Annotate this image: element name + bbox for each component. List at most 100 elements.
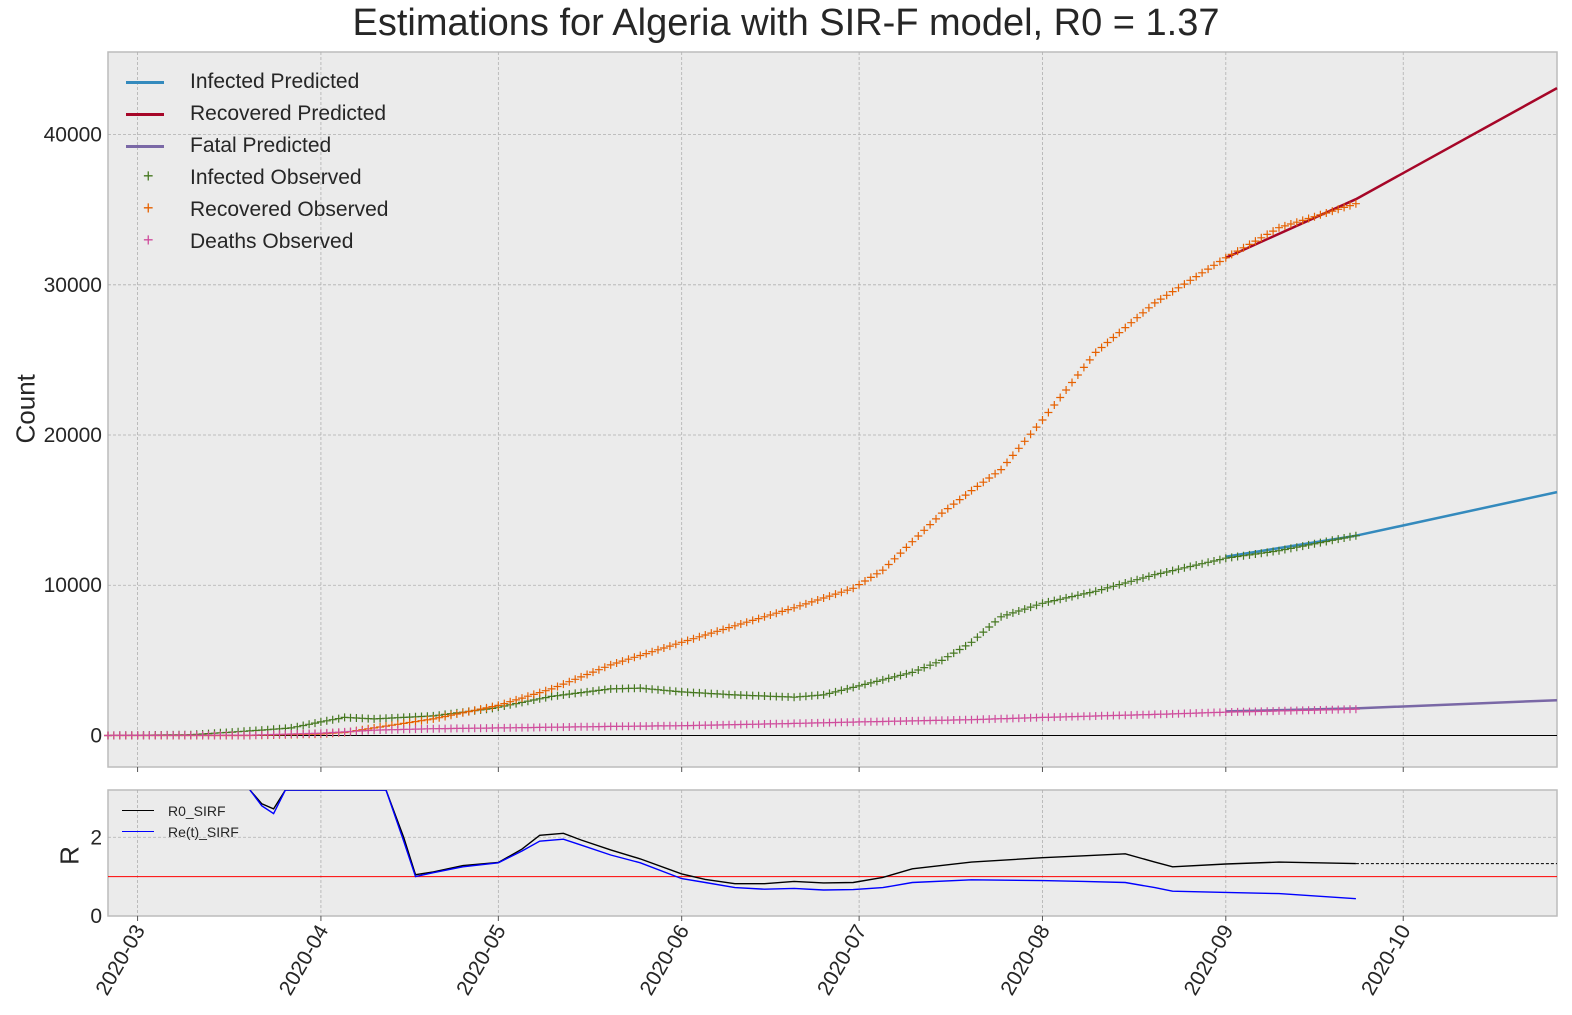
data-point bbox=[796, 601, 804, 610]
data-point bbox=[1109, 582, 1118, 591]
data-point bbox=[1097, 343, 1106, 352]
data-point bbox=[512, 695, 521, 704]
x-tick-label: 2020-06 bbox=[636, 921, 694, 999]
data-point bbox=[1215, 257, 1224, 266]
data-point bbox=[577, 688, 586, 697]
data-point bbox=[1127, 318, 1136, 327]
data-point bbox=[754, 614, 763, 623]
y-tick-label: 2 bbox=[90, 826, 102, 849]
data-point bbox=[1073, 371, 1082, 379]
data-point bbox=[914, 532, 923, 540]
data-point bbox=[1251, 550, 1260, 558]
data-point bbox=[932, 514, 940, 523]
data-point bbox=[1026, 603, 1035, 612]
data-point bbox=[991, 469, 1000, 478]
data-point bbox=[1286, 220, 1295, 228]
data-point bbox=[618, 657, 627, 666]
data-point bbox=[713, 627, 722, 636]
data-point bbox=[943, 652, 952, 661]
data-point bbox=[1280, 545, 1289, 554]
data-point bbox=[1210, 261, 1218, 270]
data-point bbox=[997, 465, 1006, 474]
legend-item-infected-predicted: Infected Predicted bbox=[118, 66, 388, 98]
data-point bbox=[1068, 592, 1076, 601]
data-point bbox=[1257, 233, 1266, 242]
data-point bbox=[967, 638, 976, 647]
data-point bbox=[506, 697, 515, 706]
y-tick-label: 10000 bbox=[44, 574, 102, 597]
x-tick-label: 2020-08 bbox=[996, 921, 1054, 999]
data-point bbox=[878, 675, 887, 684]
data-point bbox=[825, 592, 834, 601]
data-point bbox=[1346, 201, 1354, 210]
data-point bbox=[1133, 575, 1142, 584]
data-point bbox=[807, 597, 816, 606]
data-point bbox=[908, 537, 917, 546]
data-point bbox=[1351, 531, 1360, 540]
y-tick-label: 40000 bbox=[44, 124, 102, 147]
data-point bbox=[831, 687, 840, 696]
data-point bbox=[600, 685, 609, 694]
data-point bbox=[677, 638, 686, 647]
data-point bbox=[1020, 437, 1029, 446]
data-point bbox=[997, 612, 1006, 621]
data-point bbox=[866, 678, 875, 687]
legend-swatch: + bbox=[143, 230, 154, 250]
data-point bbox=[1121, 323, 1130, 332]
data-point bbox=[594, 665, 603, 674]
legend-item-fatal-predicted: Fatal Predicted bbox=[118, 130, 388, 162]
data-point bbox=[488, 702, 497, 711]
data-point bbox=[1150, 298, 1159, 307]
data-point bbox=[1180, 280, 1189, 289]
data-point bbox=[1168, 287, 1177, 296]
data-point bbox=[1091, 348, 1100, 357]
data-point bbox=[553, 682, 562, 691]
legend-label: Infected Predicted bbox=[190, 70, 360, 93]
y-tick-label: 30000 bbox=[44, 274, 102, 297]
data-point bbox=[1198, 559, 1207, 568]
data-point bbox=[1038, 416, 1047, 424]
data-point bbox=[967, 486, 976, 495]
data-point bbox=[1003, 610, 1011, 619]
data-point bbox=[1144, 303, 1153, 312]
data-point bbox=[476, 705, 485, 714]
data-point bbox=[1227, 250, 1236, 259]
data-point bbox=[1008, 451, 1017, 460]
main-plot: 0 10000 20000 30000 40000 bbox=[44, 51, 1558, 772]
data-point bbox=[553, 691, 562, 700]
data-point bbox=[423, 715, 432, 724]
data-point bbox=[1221, 253, 1230, 262]
data-point bbox=[411, 717, 420, 726]
data-point bbox=[719, 625, 728, 634]
x-tick-label: 2020-04 bbox=[275, 921, 334, 1000]
data-point bbox=[328, 715, 337, 724]
series-markers-5 bbox=[104, 705, 1360, 740]
legend-swatch bbox=[122, 809, 154, 812]
data-point bbox=[861, 680, 869, 689]
series-line-1 bbox=[1225, 87, 1558, 259]
data-point bbox=[1215, 555, 1224, 564]
data-point bbox=[1091, 587, 1100, 596]
data-point bbox=[429, 714, 438, 723]
data-point bbox=[1020, 605, 1029, 614]
data-point bbox=[991, 617, 1000, 626]
data-point bbox=[1156, 569, 1165, 578]
data-point bbox=[417, 716, 426, 725]
data-point bbox=[1150, 570, 1159, 579]
data-point bbox=[813, 596, 822, 604]
data-point bbox=[1127, 577, 1136, 586]
data-point bbox=[1139, 308, 1147, 317]
data-point bbox=[518, 694, 526, 703]
legend-label: Fatal Predicted bbox=[190, 134, 332, 157]
data-point bbox=[630, 653, 639, 662]
data-point bbox=[1221, 554, 1230, 563]
data-point bbox=[949, 500, 958, 509]
data-point bbox=[872, 677, 881, 686]
data-point bbox=[784, 605, 793, 614]
data-point bbox=[1085, 355, 1094, 364]
data-point bbox=[1257, 549, 1266, 558]
data-point bbox=[600, 663, 609, 672]
data-point bbox=[1192, 272, 1201, 281]
r-series-line-1 bbox=[249, 790, 1356, 900]
data-point bbox=[961, 491, 970, 500]
